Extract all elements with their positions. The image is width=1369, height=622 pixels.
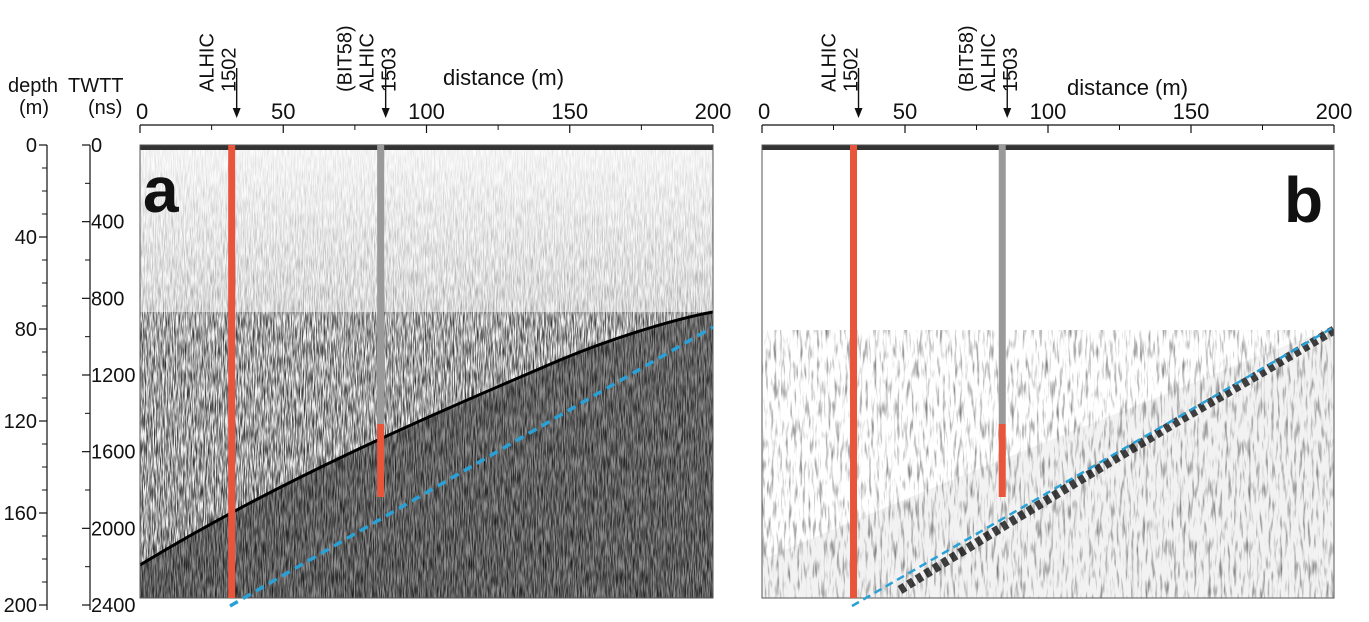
- twtt-tick-label: 2400: [91, 595, 136, 617]
- borehole-label: 1503: [1000, 48, 1022, 93]
- twtt-tick-label: 0: [91, 135, 102, 157]
- x-tick-label: 100: [1030, 99, 1067, 124]
- x-tick-label: 200: [695, 99, 732, 124]
- borehole-label: ALHIC: [978, 33, 1000, 92]
- panel-a-x-axis: 0 50 100 150 200 distance (m): [136, 65, 731, 133]
- depth-axis-title: depth: [8, 75, 58, 97]
- borehole-arrowhead: [381, 108, 390, 118]
- x-tick-label: 100: [408, 99, 445, 124]
- borehole-label: 1503: [379, 48, 401, 93]
- twtt-tick-label: 1600: [91, 442, 136, 464]
- depth-tick-label: 200: [4, 595, 37, 617]
- borehole-label: ALHIC: [197, 33, 219, 92]
- borehole-label: 1502: [219, 48, 241, 93]
- depth-tick-label: 80: [15, 319, 37, 341]
- panel-b-bed-interface: [851, 325, 1335, 608]
- x-tick-label: 50: [271, 99, 295, 124]
- panel-a-bed-interface: [229, 325, 714, 608]
- panel-b-x-title: distance (m): [1067, 75, 1188, 100]
- x-tick-label: 150: [1173, 99, 1210, 124]
- panel-b-x-axis: 0 50 100 150 200 distance (m): [758, 75, 1352, 133]
- panel-b-frame: [761, 144, 1335, 599]
- depth-tick-label: 0: [26, 135, 37, 157]
- x-tick-label: 150: [551, 99, 588, 124]
- x-tick-label: 50: [893, 99, 917, 124]
- depth-axis-unit: (m): [19, 97, 49, 119]
- borehole-label: 1502: [841, 48, 863, 93]
- borehole-label: ALHIC: [819, 33, 841, 92]
- x-tick-label: 0: [758, 99, 770, 124]
- x-tick-label: 200: [1316, 99, 1353, 124]
- panel-b-radargram: [762, 145, 1334, 598]
- panel-a-frame: [139, 144, 714, 599]
- borehole-label: (BIT58): [335, 25, 357, 92]
- panel-b-letter: b: [1284, 164, 1323, 236]
- twtt-tick-label: 800: [91, 288, 124, 310]
- panel-a-letter: a: [143, 154, 179, 226]
- depth-tick-label: 160: [4, 503, 37, 525]
- y-axes: depth (m) TWTT (ns) 04080120160200040080…: [4, 75, 136, 617]
- depth-tick-label: 120: [4, 411, 37, 433]
- twtt-tick-label: 2000: [91, 518, 136, 540]
- borehole-label: ALHIC: [357, 33, 379, 92]
- twtt-axis-unit: (ns): [88, 97, 122, 119]
- twtt-tick-label: 400: [91, 212, 124, 234]
- twtt-tick-label: 1200: [91, 365, 136, 387]
- borehole-arrowhead: [854, 108, 863, 118]
- borehole-arrowhead: [1003, 108, 1012, 118]
- panel-a-x-title: distance (m): [443, 65, 564, 90]
- borehole-arrowhead: [232, 108, 241, 118]
- panel-a-radargram: [140, 145, 713, 598]
- twtt-axis-title: TWTT: [68, 75, 124, 97]
- borehole-label: (BIT58): [956, 25, 978, 92]
- depth-tick-label: 40: [15, 227, 37, 249]
- x-tick-label: 0: [136, 99, 148, 124]
